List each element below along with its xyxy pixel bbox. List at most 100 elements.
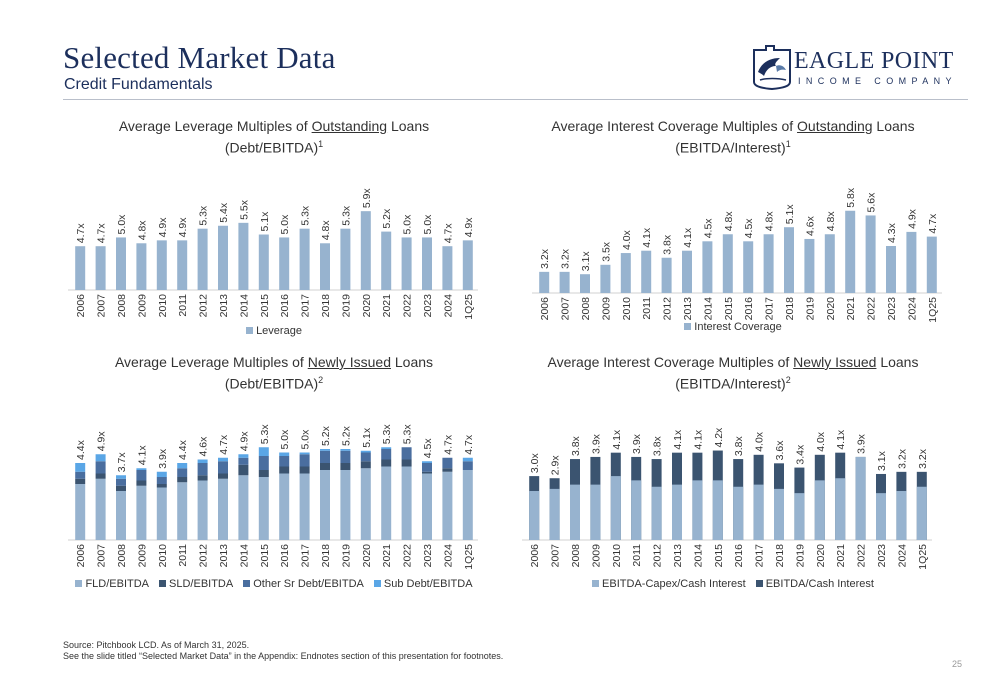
bar-fld-ebitda-2013 bbox=[218, 478, 228, 540]
bar-sub-debt-ebitda-2011 bbox=[177, 463, 188, 469]
x-tick-label-2014: 2014 bbox=[702, 297, 714, 321]
bar-ebitda-capex-cash-interest-2015 bbox=[712, 480, 723, 540]
bar-2010 bbox=[156, 240, 167, 290]
bar-fld-ebitda-2020 bbox=[360, 468, 371, 540]
bar-2014 bbox=[238, 222, 249, 290]
bar-other-sr-debt-ebitda-2014 bbox=[238, 457, 249, 465]
data-label-2007: 2.9x bbox=[550, 455, 562, 476]
page-number: 25 bbox=[951, 659, 962, 669]
data-label-2023: 3.1x bbox=[876, 450, 888, 471]
chart-title-post: Loans bbox=[876, 354, 919, 370]
data-label-2014: 4.9x bbox=[238, 431, 250, 452]
data-label-2012: 4.6x bbox=[198, 436, 210, 457]
data-label-2016: 5.0x bbox=[279, 429, 291, 450]
legend-item-ebitda-capex-cash-interest: EBITDA-Capex/Cash Interest bbox=[592, 578, 746, 590]
legend-label: Sub Debt/EBITDA bbox=[383, 578, 473, 590]
data-label-2011: 3.9x bbox=[631, 433, 643, 454]
data-label-2021: 5.3x bbox=[381, 424, 393, 445]
bar-2021 bbox=[845, 210, 856, 293]
chart-leverage-outstanding: Average Leverage Multiples of Outstandin… bbox=[64, 115, 484, 345]
x-tick-label-2020: 2020 bbox=[825, 297, 837, 321]
x-tick-label-2010: 2010 bbox=[611, 544, 623, 568]
x-tick-label-2020: 2020 bbox=[361, 544, 373, 568]
data-label-2010: 4.0x bbox=[621, 229, 633, 250]
legend-label: FLD/EBITDA bbox=[85, 578, 150, 590]
x-tick-label-2008: 2008 bbox=[580, 297, 592, 321]
chart-title-post: Loans bbox=[390, 354, 434, 370]
bar-2019 bbox=[804, 238, 815, 293]
x-tick-label-2016: 2016 bbox=[743, 297, 755, 321]
bar-other-sr-debt-ebitda-2008 bbox=[116, 478, 126, 486]
bar-ebitda-capex-cash-interest-2022 bbox=[855, 456, 866, 540]
data-label-2009: 3.9x bbox=[590, 433, 602, 454]
data-label-2015: 5.3x bbox=[259, 424, 271, 445]
bar-fld-ebitda-2022 bbox=[401, 466, 412, 540]
bar-sld-ebitda-2024 bbox=[442, 468, 453, 472]
bar-sub-debt-ebitda-2020 bbox=[360, 450, 371, 453]
data-label-2014: 4.5x bbox=[702, 218, 714, 239]
legend-swatch bbox=[75, 580, 83, 587]
x-tick-label-2017: 2017 bbox=[300, 544, 312, 568]
bar-2024 bbox=[442, 246, 453, 290]
data-label-2018: 3.6x bbox=[774, 440, 786, 461]
data-label-2011: 4.4x bbox=[177, 439, 189, 460]
chart-coverage-outstanding: Average Interest Coverage Multiples of O… bbox=[518, 115, 948, 345]
data-label-2018: 5.2x bbox=[320, 425, 332, 446]
x-tick-label-1Q25: 1Q25 bbox=[463, 544, 475, 570]
data-label-2021: 5.2x bbox=[381, 208, 393, 229]
data-label-2017: 5.0x bbox=[300, 429, 312, 450]
data-label-2023: 4.3x bbox=[886, 222, 898, 243]
data-label-2017: 5.3x bbox=[300, 205, 312, 226]
bar-sub-debt-ebitda-1Q25 bbox=[462, 457, 473, 462]
x-tick-label-2024: 2024 bbox=[896, 544, 908, 568]
chart-title-footnote: 1 bbox=[318, 139, 324, 149]
bar-other-sr-debt-ebitda-2015 bbox=[258, 456, 269, 470]
bar-other-sr-debt-ebitda-2017 bbox=[299, 454, 310, 467]
data-label-2016: 3.8x bbox=[733, 435, 745, 456]
bar-sld-ebitda-2014 bbox=[238, 464, 249, 476]
chart-title: Average Interest Coverage Multiples of O… bbox=[518, 117, 948, 157]
chart-coverage-newly-issued: Average Interest Coverage Multiples of N… bbox=[518, 351, 948, 596]
bar-ebitda-capex-cash-interest-2021 bbox=[835, 478, 846, 540]
bar-sld-ebitda-2009 bbox=[136, 480, 147, 486]
bar-sld-ebitda-2011 bbox=[177, 477, 188, 483]
bar-sld-ebitda-2020 bbox=[360, 461, 371, 469]
chart-legend: FLD/EBITDA SLD/EBITDA Other Sr Debt/EBITDA… bbox=[64, 578, 484, 590]
data-label-2010: 3.9x bbox=[157, 448, 169, 469]
data-label-2008: 3.8x bbox=[570, 435, 582, 456]
bar-sub-debt-ebitda-2008 bbox=[116, 475, 126, 479]
bar-1Q25 bbox=[462, 240, 473, 290]
bar-fld-ebitda-2011 bbox=[177, 482, 188, 540]
data-label-1Q25: 3.2x bbox=[917, 448, 929, 469]
bar-2012 bbox=[197, 228, 208, 290]
bar-sub-debt-ebitda-2009 bbox=[136, 468, 147, 470]
company-logo: EAGLE POINT INCOME COMPANY bbox=[750, 42, 970, 92]
bar-ebitda-capex-cash-interest-2009 bbox=[590, 484, 601, 540]
chart-title-pre: Average Interest Coverage Multiples of bbox=[547, 354, 794, 370]
chart-title-underlined: Outstanding bbox=[797, 118, 873, 134]
bar-sld-ebitda-2021 bbox=[381, 459, 392, 467]
x-tick-label-2015: 2015 bbox=[713, 544, 725, 568]
bar-2013 bbox=[218, 225, 228, 290]
chart-title-footnote: 2 bbox=[318, 375, 324, 385]
bar-sub-debt-ebitda-2007 bbox=[95, 454, 106, 462]
chart-title: Average Leverage Multiples of Newly Issu… bbox=[64, 353, 484, 393]
data-label-2019: 5.2x bbox=[340, 425, 352, 446]
bar-fld-ebitda-2014 bbox=[238, 475, 249, 540]
data-label-2023: 4.5x bbox=[422, 438, 434, 459]
x-tick-label-2012: 2012 bbox=[198, 544, 210, 568]
bar-ebitda-capex-cash-interest-2023 bbox=[876, 493, 886, 540]
bar-sub-debt-ebitda-2017 bbox=[299, 452, 310, 455]
data-label-2010: 4.1x bbox=[611, 429, 623, 450]
legend-label: SLD/EBITDA bbox=[169, 578, 234, 590]
bar-2014 bbox=[702, 241, 713, 293]
logo-subtitle: INCOME COMPANY bbox=[798, 76, 957, 86]
x-tick-label-2022: 2022 bbox=[866, 297, 878, 321]
data-label-2020: 5.9x bbox=[361, 188, 373, 209]
legend-label: Other Sr Debt/EBITDA bbox=[253, 578, 364, 590]
x-tick-label-2015: 2015 bbox=[723, 297, 735, 321]
bar-sld-ebitda-2022 bbox=[401, 459, 412, 467]
bar-fld-ebitda-2019 bbox=[340, 470, 351, 540]
bar-2010 bbox=[620, 253, 631, 293]
bar-2016 bbox=[743, 241, 754, 293]
